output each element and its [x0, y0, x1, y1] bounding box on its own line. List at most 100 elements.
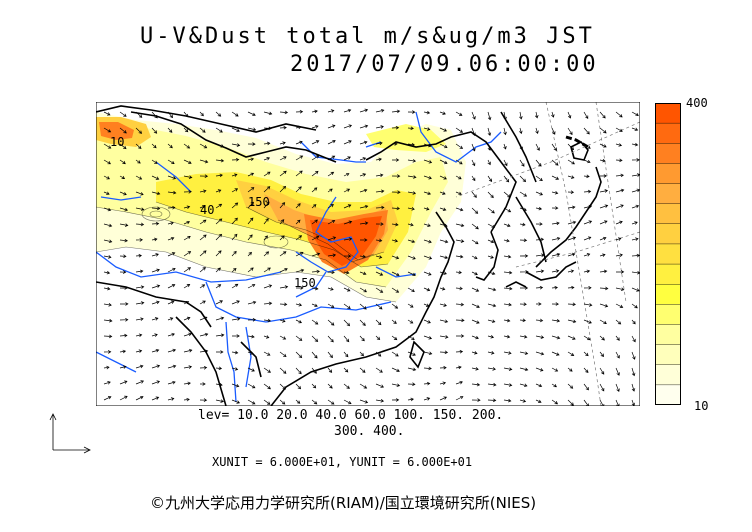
- wind-arrow: [391, 303, 399, 309]
- wind-arrow: [343, 204, 352, 209]
- wind-arrow: [471, 191, 477, 198]
- wind-arrow: [135, 285, 145, 289]
- wind-arrow: [311, 252, 321, 257]
- wind-arrow: [199, 332, 209, 337]
- wind-arrow: [199, 219, 207, 225]
- wind-arrow: [343, 367, 349, 373]
- wind-arrow: [391, 222, 399, 227]
- wind-arrow: [551, 383, 557, 388]
- wind-arrow: [279, 285, 289, 289]
- wind-arrow: [631, 287, 640, 292]
- wind-arrow: [631, 319, 636, 325]
- wind-arrow: [215, 127, 223, 133]
- wind-arrow: [455, 270, 462, 275]
- wind-arrow: [167, 300, 175, 305]
- wind-arrow: [135, 175, 143, 180]
- wind-arrow: [471, 271, 478, 276]
- wind-arrow: [503, 383, 513, 387]
- wind-arrow: [135, 111, 143, 118]
- wind-arrow: [311, 187, 318, 193]
- wind-arrow: [471, 127, 476, 137]
- wind-arrow: [519, 238, 528, 243]
- wind-arrow: [151, 127, 158, 134]
- wind-arrow: [199, 250, 207, 257]
- wind-arrow: [263, 284, 273, 289]
- wind-arrow: [183, 205, 191, 209]
- wind-arrow: [375, 205, 385, 210]
- wind-arrow: [631, 142, 639, 147]
- wind-arrow: [183, 143, 191, 149]
- wind-arrow: [599, 286, 609, 291]
- wind-arrow: [199, 174, 209, 179]
- wind-arrow: [247, 317, 257, 322]
- wind-arrow: [263, 111, 273, 116]
- wind-arrow: [599, 174, 607, 178]
- colorbar-cell: [655, 384, 681, 405]
- wind-arrow: [583, 269, 591, 274]
- wind-arrow: [279, 202, 286, 209]
- wind-arrow: [311, 170, 319, 177]
- wind-arrow: [311, 155, 320, 161]
- wind-arrow: [103, 207, 112, 212]
- wind-arrow: [583, 335, 591, 341]
- colorbar-cell: [655, 223, 681, 245]
- wind-arrow: [135, 333, 143, 338]
- wind-arrow: [311, 383, 317, 389]
- wind-arrow: [231, 188, 239, 193]
- wind-arrow: [551, 206, 559, 210]
- wind-arrow: [167, 317, 174, 321]
- wind-arrow: [247, 142, 256, 146]
- copyright-notice: ©九州大学応用力学研究所(RIAM)/国立環境研究所(NIES): [150, 494, 537, 512]
- wind-arrow: [311, 125, 319, 129]
- wind-arrow: [551, 319, 561, 323]
- wind-arrow: [407, 142, 415, 147]
- wind-arrow: [216, 350, 224, 354]
- wind-arrow: [423, 319, 431, 324]
- colorbar: [655, 103, 681, 405]
- wind-arrow: [311, 303, 318, 307]
- wind-arrow: [263, 318, 272, 323]
- wind-arrow: [407, 126, 414, 131]
- wind-arrow: [359, 188, 368, 193]
- wind-arrow: [439, 319, 449, 324]
- wind-arrow: [327, 253, 337, 258]
- wind-arrow: [311, 235, 320, 241]
- wind-arrow: [439, 111, 446, 115]
- wind-arrow: [471, 398, 481, 402]
- wind-arrow: [183, 159, 192, 164]
- wind-arrow: [199, 267, 206, 273]
- wind-arrow: [439, 191, 446, 195]
- wind-arrow: [167, 284, 176, 289]
- wind-arrow: [455, 349, 464, 354]
- wind-arrow: [439, 335, 449, 339]
- wind-arrow: [327, 219, 336, 225]
- wind-arrow: [599, 367, 605, 375]
- wind-arrow: [247, 172, 255, 177]
- wind-arrow: [135, 207, 145, 211]
- wind-arrow: [535, 399, 542, 403]
- wind-arrow: [327, 270, 335, 275]
- wind-arrow: [391, 206, 400, 211]
- wind-arrow: [439, 175, 447, 180]
- wind-arrow: [375, 141, 383, 146]
- wind-arrow: [327, 303, 335, 308]
- wind-arrow: [583, 367, 589, 373]
- wind-arrow: [631, 204, 640, 209]
- wind-arrow: [567, 269, 575, 273]
- wind-arrow: [631, 367, 636, 377]
- wind-arrow: [375, 108, 385, 113]
- wind-arrow: [263, 235, 268, 241]
- wind-arrow: [215, 284, 222, 289]
- wind-arrow: [519, 351, 529, 355]
- wind-arrow: [455, 286, 463, 291]
- map-timestamp: 2017/07/09.06:00:00: [290, 52, 599, 77]
- wind-arrow: [359, 124, 369, 129]
- wind-arrow: [103, 175, 110, 180]
- wind-arrow: [279, 110, 289, 115]
- wind-arrow: [279, 268, 288, 273]
- wind-arrow: [439, 255, 449, 260]
- wind-arrow: [551, 269, 560, 273]
- wind-arrow: [439, 303, 447, 307]
- wind-arrow: [311, 319, 319, 325]
- wind-arrow: [183, 397, 190, 402]
